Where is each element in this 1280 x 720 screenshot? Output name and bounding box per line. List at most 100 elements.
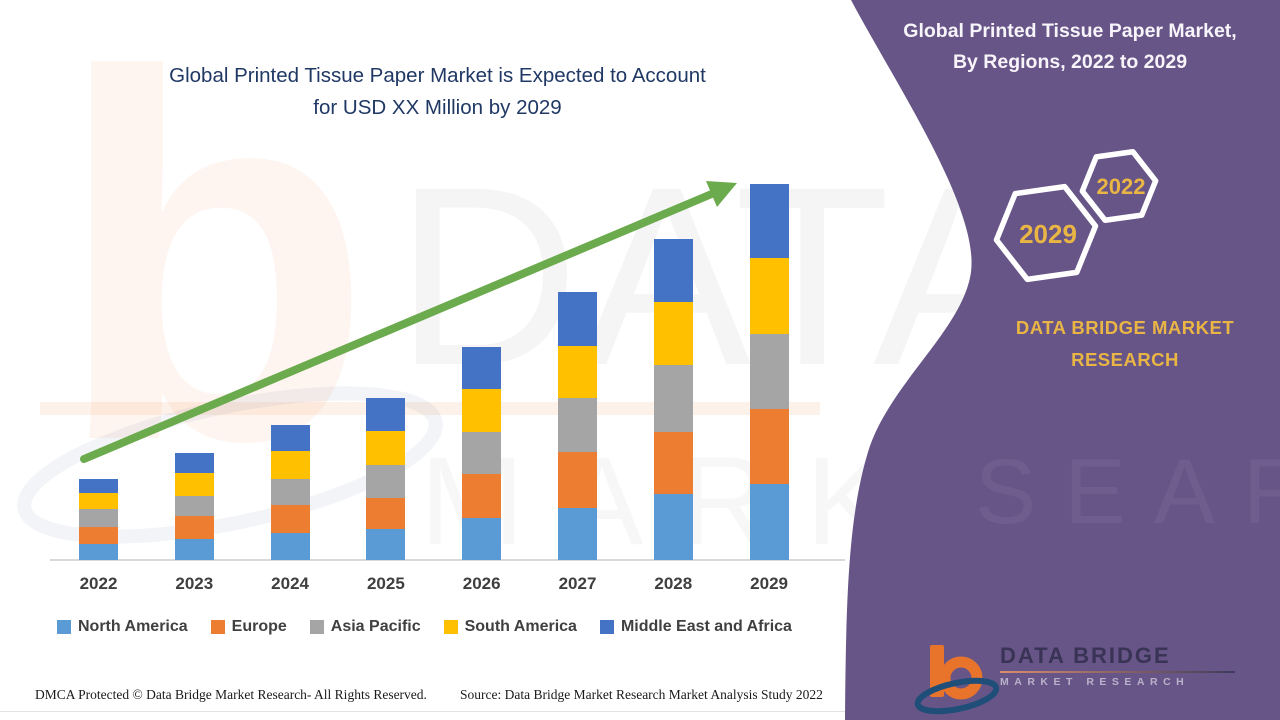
side-panel-brand-line2: RESEARCH: [1071, 349, 1179, 370]
bar-segment-2029-europe: [749, 409, 789, 484]
bar-segment-2024-north-america: [270, 533, 310, 560]
side-panel-title: Global Printed Tissue Paper Market, By R…: [882, 16, 1258, 78]
bar-2026: [462, 347, 502, 560]
hexagon-2029-label: 2029: [1019, 219, 1077, 249]
chart-title-line1: Global Printed Tissue Paper Market is Ex…: [169, 64, 706, 87]
bar-segment-2023-asia-pacific: [174, 496, 214, 516]
bar-segment-2029-south-america: [749, 258, 789, 334]
x-axis-label-2023: 2023: [175, 574, 214, 593]
bar-segment-2028-europe: [653, 432, 693, 494]
chart-title: Global Printed Tissue Paper Market is Ex…: [60, 60, 815, 124]
bar-segment-2027-asia-pacific: [558, 398, 597, 452]
side-panel-brand-line1: DATA BRIDGE MARKET: [1015, 317, 1235, 338]
bar-segment-2029-middle-east-and-africa: [749, 184, 789, 258]
side-panel-background: [845, 0, 1280, 720]
bar-segment-2025-europe: [366, 498, 406, 529]
bar-chart-plot-area: 2022 2023 2024 2025 2026 2027 2028 2029: [79, 184, 789, 593]
legend-swatch: [443, 620, 458, 634]
bottom-border-line: [0, 711, 845, 712]
footer-dmca: DMCA Protected © Data Bridge Market Rese…: [35, 687, 427, 702]
legend: North America Europe Asia Pacific South Ame…: [57, 618, 792, 636]
legend-item-south-america: South America: [443, 618, 577, 636]
legend-label: Middle East and Africa: [620, 618, 792, 635]
bar-segment-2023-north-america: [174, 539, 214, 560]
bar-segment-2022-middle-east-and-africa: [79, 479, 118, 493]
legend-item-europe: Europe: [210, 618, 287, 636]
bar-segment-2026-europe: [462, 474, 502, 518]
legend-label: North America: [78, 618, 188, 635]
x-axis-label-2026: 2026: [462, 574, 501, 593]
x-axis-label-2022: 2022: [79, 574, 118, 593]
legend-swatch: [309, 620, 324, 634]
bar-segment-2028-south-america: [653, 302, 693, 365]
bar-2022: [79, 479, 118, 560]
bar-segment-2023-south-america: [174, 473, 214, 496]
bar-segment-2024-asia-pacific: [270, 479, 310, 505]
bar-segment-2029-asia-pacific: [749, 334, 789, 409]
bar-2025: [366, 398, 406, 560]
legend-swatch: [599, 620, 614, 634]
bar-segment-2023-middle-east-and-africa: [174, 453, 214, 473]
bar-segment-2028-middle-east-and-africa: [653, 239, 693, 302]
watermark-orange-band: [40, 402, 820, 415]
bar-segment-2025-south-america: [366, 431, 406, 465]
bar-2024: [270, 425, 310, 560]
logo-name: DATA BRIDGE: [1000, 643, 1171, 668]
logo-subtitle: MARKET RESEARCH: [1000, 676, 1190, 688]
logo-divider: [1000, 671, 1235, 673]
side-panel-title-line2: By Regions, 2022 to 2029: [952, 51, 1188, 73]
bar-segment-2022-europe: [79, 527, 118, 544]
bar-segment-2024-south-america: [270, 451, 310, 479]
bar-segment-2025-middle-east-and-africa: [366, 398, 406, 431]
legend-label: Europe: [231, 618, 287, 635]
bar-segment-2028-north-america: [653, 494, 693, 560]
legend-item-asia-pacific: Asia Pacific: [309, 618, 421, 636]
bar-segment-2027-north-america: [558, 508, 597, 560]
databridge-logo-icon: [914, 645, 1000, 715]
bar-segment-2029-north-america: [749, 484, 789, 560]
bar-segment-2026-middle-east-and-africa: [462, 347, 502, 389]
bar-segment-2027-europe: [558, 452, 597, 508]
bar-segment-2022-north-america: [79, 544, 118, 560]
x-axis-label-2028: 2028: [654, 574, 693, 593]
bar-segment-2024-europe: [270, 505, 310, 533]
bar-2029: [749, 184, 789, 560]
x-axis-line: [50, 559, 845, 561]
bar-segment-2023-europe: [174, 516, 214, 539]
side-panel-brand: DATA BRIDGE MARKET RESEARCH: [990, 312, 1260, 376]
bar-2028: [653, 239, 693, 560]
hexagon-2022-label: 2022: [1097, 174, 1146, 199]
bar-segment-2024-middle-east-and-africa: [270, 425, 310, 451]
bar-2027: [558, 292, 597, 560]
legend-item-north-america: North America: [57, 618, 188, 636]
bar-2023: [174, 453, 214, 560]
legend-item-middle-east-and-africa: Middle East and Africa: [599, 618, 792, 636]
legend-swatch: [210, 620, 225, 634]
bar-segment-2022-asia-pacific: [79, 509, 118, 527]
hexagon-2029: [993, 183, 1099, 283]
databridge-logo: DATA BRIDGE MARKET RESEARCH: [1000, 643, 1235, 688]
hexagon-2022: [1079, 148, 1159, 224]
bar-segment-2026-north-america: [462, 518, 502, 560]
legend-swatch: [57, 620, 71, 634]
footer-source: Source: Data Bridge Market Research Mark…: [460, 687, 823, 702]
bar-segment-2026-south-america: [462, 389, 502, 432]
bar-segment-2025-north-america: [366, 529, 406, 560]
legend-label: South America: [464, 618, 577, 635]
x-axis-label-2024: 2024: [271, 574, 309, 593]
bar-segment-2022-south-america: [79, 493, 118, 509]
side-panel-title-line1: Global Printed Tissue Paper Market,: [903, 20, 1237, 42]
bar-segment-2026-asia-pacific: [462, 432, 502, 474]
x-axis-label-2027: 2027: [558, 574, 597, 593]
bar-segment-2025-asia-pacific: [366, 465, 406, 498]
chart-title-line2: for USD XX Million by 2029: [313, 96, 562, 119]
x-axis-label-2029: 2029: [750, 574, 788, 593]
bar-segment-2027-south-america: [558, 346, 597, 398]
bar-segment-2028-asia-pacific: [653, 365, 693, 432]
bar-segment-2027-middle-east-and-africa: [558, 292, 597, 346]
legend-label: Asia Pacific: [330, 618, 421, 635]
x-axis-label-2025: 2025: [366, 574, 405, 593]
